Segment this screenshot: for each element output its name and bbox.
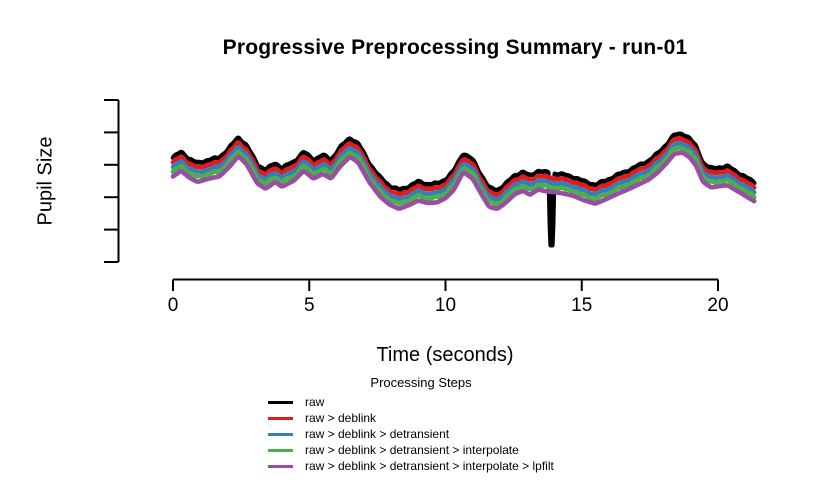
series-line-deblink xyxy=(170,136,757,198)
x-tick-label: 10 xyxy=(435,295,456,316)
legend-swatch-deblink xyxy=(268,416,293,420)
x-tick-label: 0 xyxy=(168,295,179,316)
legend-swatch-detransient xyxy=(268,432,293,436)
legend-swatch-lpfilt xyxy=(268,464,293,468)
legend-label-interpolate: raw > deblink > detransient > interpolat… xyxy=(305,443,519,457)
legend-label-raw: raw xyxy=(305,395,325,409)
x-tick-label: 20 xyxy=(707,295,728,316)
series-line-detransient xyxy=(170,140,757,202)
x-axis-label: Time (seconds) xyxy=(376,344,514,366)
legend: raw raw > deblink raw > deblink > detransi… xyxy=(268,394,554,474)
legend-row-deblink: raw > deblink xyxy=(268,410,554,426)
legend-swatch-interpolate xyxy=(268,448,293,452)
chart-title: Progressive Preprocessing Summary - run-… xyxy=(222,36,688,59)
legend-row-lpfilt: raw > deblink > detransient > interpolat… xyxy=(268,458,554,474)
series-line-interpolate xyxy=(170,145,757,207)
legend-row-detransient: raw > deblink > detransient xyxy=(268,426,554,442)
legend-title: Processing Steps xyxy=(370,375,472,390)
x-tick-label: 15 xyxy=(571,295,592,316)
legend-label-detransient: raw > deblink > detransient xyxy=(305,427,450,441)
legend-label-lpfilt: raw > deblink > detransient > interpolat… xyxy=(305,459,554,473)
x-tick-label: 5 xyxy=(304,295,315,316)
legend-row-raw: raw xyxy=(268,394,554,410)
legend-swatch-raw xyxy=(268,400,293,404)
legend-row-interpolate: raw > deblink > detransient > interpolat… xyxy=(268,442,554,458)
legend-label-deblink: raw > deblink xyxy=(305,411,377,425)
series-line-raw xyxy=(170,131,757,248)
series-line-lpfilt xyxy=(170,150,757,211)
y-axis-label: Pupil Size xyxy=(34,136,57,226)
